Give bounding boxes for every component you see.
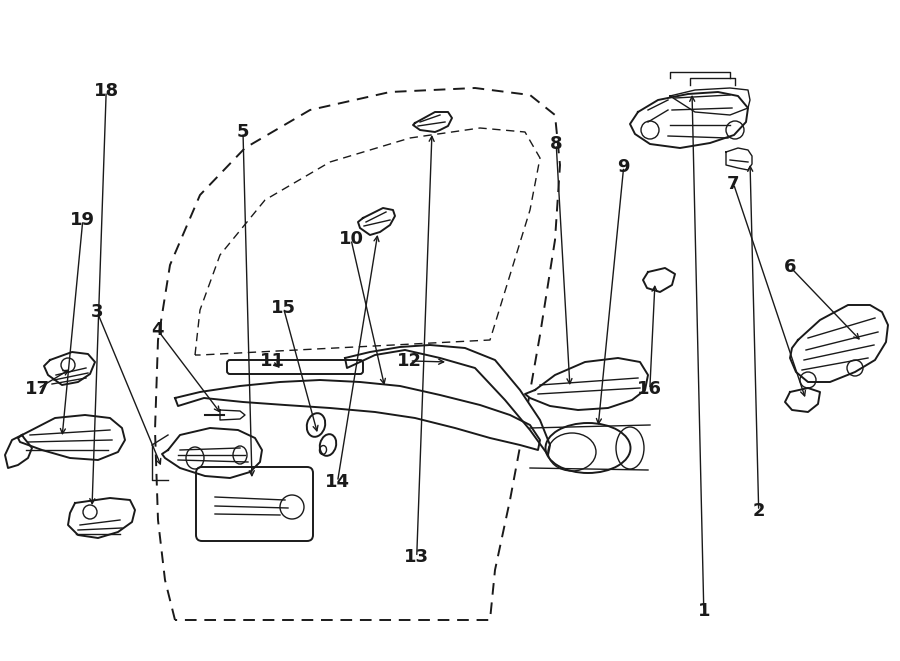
Text: 2: 2 xyxy=(752,502,765,520)
Polygon shape xyxy=(345,345,550,455)
Polygon shape xyxy=(5,435,32,468)
Text: 11: 11 xyxy=(260,352,285,370)
Text: 17: 17 xyxy=(25,379,50,398)
Text: 8: 8 xyxy=(550,135,562,153)
Polygon shape xyxy=(68,498,135,538)
Polygon shape xyxy=(162,428,262,478)
Text: 16: 16 xyxy=(637,380,662,399)
Polygon shape xyxy=(630,92,748,148)
Polygon shape xyxy=(44,352,95,385)
Text: 5: 5 xyxy=(237,123,249,141)
Text: 14: 14 xyxy=(325,473,350,491)
Polygon shape xyxy=(358,208,395,235)
Text: 6: 6 xyxy=(784,258,796,276)
Polygon shape xyxy=(785,388,820,412)
Polygon shape xyxy=(413,112,452,132)
Text: 7: 7 xyxy=(727,175,740,193)
Polygon shape xyxy=(643,268,675,292)
Text: 1: 1 xyxy=(698,602,710,620)
Text: 3: 3 xyxy=(91,303,104,321)
Text: 12: 12 xyxy=(397,352,422,370)
Text: 9: 9 xyxy=(617,157,630,176)
Text: 4: 4 xyxy=(151,321,164,339)
Polygon shape xyxy=(175,380,540,450)
Polygon shape xyxy=(670,88,750,115)
Polygon shape xyxy=(726,148,752,170)
Text: 18: 18 xyxy=(94,82,119,100)
Text: 15: 15 xyxy=(271,299,296,317)
Polygon shape xyxy=(18,415,125,460)
Polygon shape xyxy=(790,305,888,382)
Polygon shape xyxy=(220,410,245,420)
FancyBboxPatch shape xyxy=(196,467,313,541)
Polygon shape xyxy=(525,358,648,410)
Text: 10: 10 xyxy=(338,230,364,249)
FancyBboxPatch shape xyxy=(227,360,363,374)
Text: 13: 13 xyxy=(404,548,429,566)
Text: 19: 19 xyxy=(70,211,95,229)
